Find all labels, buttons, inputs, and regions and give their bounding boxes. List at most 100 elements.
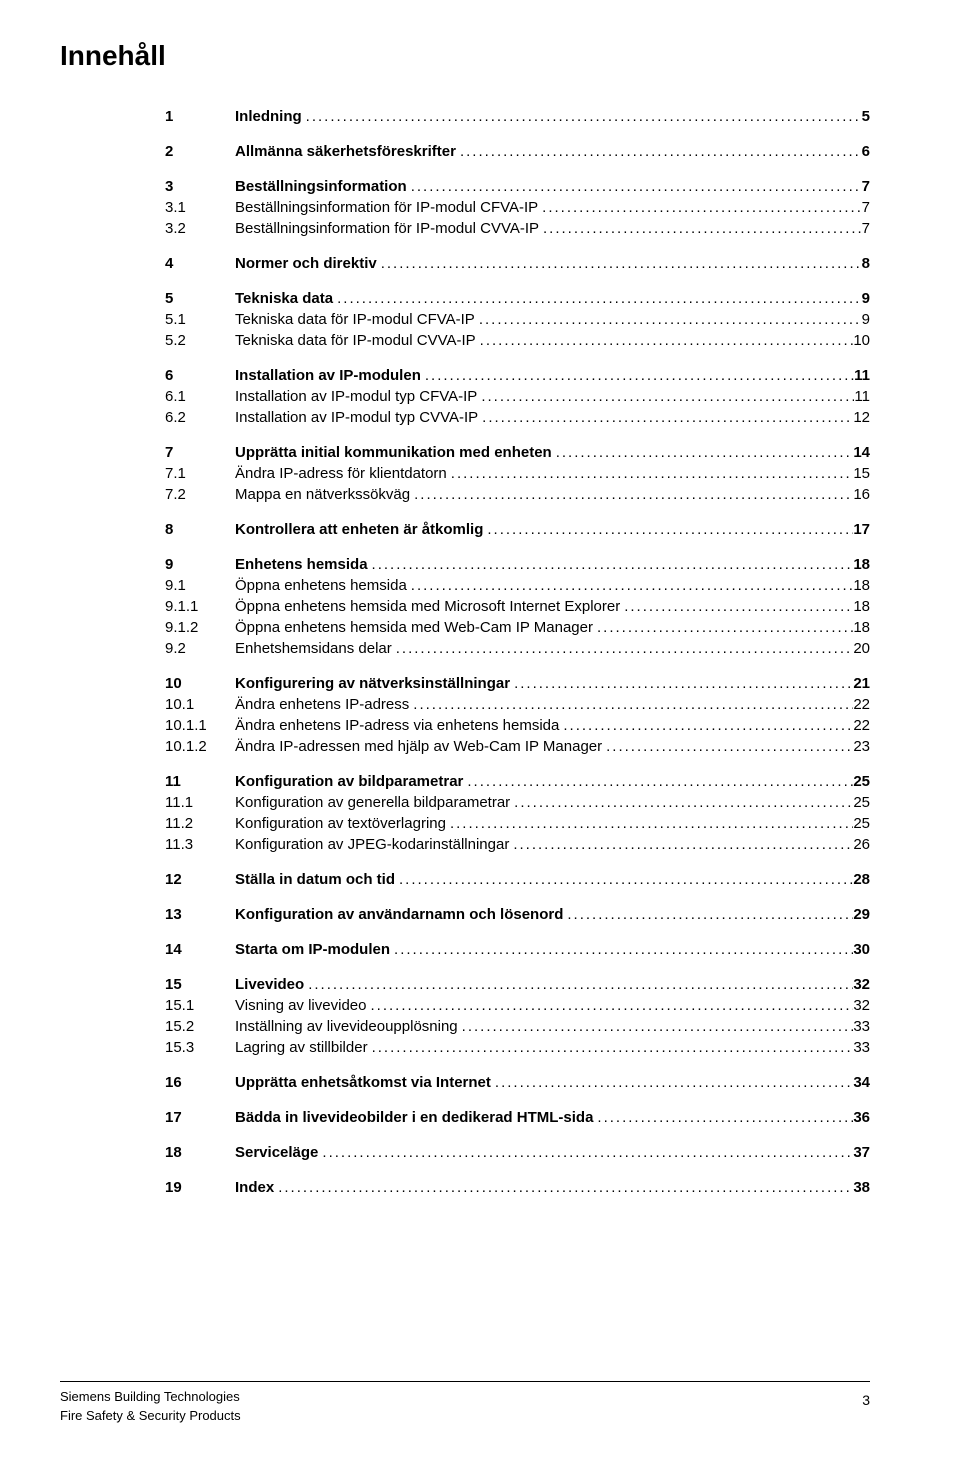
toc-leader-dots [410, 484, 853, 505]
toc-group: 1Inledning5 [165, 106, 870, 127]
toc-leader-dots [475, 309, 862, 330]
toc-number: 18 [165, 1142, 235, 1163]
toc-leader-dots [395, 869, 853, 890]
toc-label: Tekniska data [235, 288, 333, 309]
toc-leader-dots [447, 463, 854, 484]
toc-number: 15.2 [165, 1016, 235, 1037]
toc-group: 9Enhetens hemsida189.1Öppna enhetens hem… [165, 554, 870, 659]
toc-row: 19Index38 [165, 1177, 870, 1198]
toc-number: 8 [165, 519, 235, 540]
toc-label: Installation av IP-modul typ CFVA-IP [235, 386, 477, 407]
toc-row: 9.1Öppna enhetens hemsida18 [165, 575, 870, 596]
toc-number: 5.2 [165, 330, 235, 351]
toc-label: Upprätta enhetsåtkomst via Internet [235, 1072, 491, 1093]
toc-label: Inställning av livevideoupplösning [235, 1016, 458, 1037]
toc-label: Beställningsinformation [235, 176, 407, 197]
toc-page-number: 37 [853, 1142, 870, 1163]
toc-row: 6.1Installation av IP-modul typ CFVA-IP1… [165, 386, 870, 407]
toc-row: 5Tekniska data9 [165, 288, 870, 309]
toc-row: 15.1Visning av livevideo32 [165, 995, 870, 1016]
toc-page-number: 36 [853, 1107, 870, 1128]
toc-label: Konfiguration av textöverlagring [235, 813, 446, 834]
toc-leader-dots [620, 596, 853, 617]
toc-row: 7Upprätta initial kommunikation med enhe… [165, 442, 870, 463]
toc-leader-dots [458, 1016, 854, 1037]
toc-group: 19Index38 [165, 1177, 870, 1198]
toc-number: 6 [165, 365, 235, 386]
toc-label: Konfiguration av bildparametrar [235, 771, 463, 792]
toc-number: 6.2 [165, 407, 235, 428]
toc-page-number: 25 [853, 813, 870, 834]
toc-page-number: 33 [853, 1037, 870, 1058]
toc-label: Starta om IP-modulen [235, 939, 390, 960]
toc-row: 15.2Inställning av livevideoupplösning 33 [165, 1016, 870, 1037]
toc-row: 9.2Enhetshemsidans delar20 [165, 638, 870, 659]
toc-leader-dots [483, 519, 853, 540]
toc-page-number: 34 [853, 1072, 870, 1093]
toc-label: Konfiguration av JPEG-kodarinställningar [235, 834, 509, 855]
toc-page-number: 32 [853, 974, 870, 995]
toc-leader-dots [463, 771, 853, 792]
toc-number: 5.1 [165, 309, 235, 330]
toc-page-number: 5 [862, 106, 870, 127]
toc-leader-dots [510, 673, 853, 694]
toc-label: Tekniska data för IP-modul CFVA-IP [235, 309, 475, 330]
toc-number: 7.2 [165, 484, 235, 505]
toc-group: 3Beställningsinformation73.1Beställnings… [165, 176, 870, 239]
toc-label: Installation av IP-modul typ CVVA-IP [235, 407, 478, 428]
page-footer: Siemens Building Technologies Fire Safet… [60, 1381, 870, 1426]
toc-leader-dots [409, 694, 853, 715]
toc-row: 3.1Beställningsinformation för IP-modul … [165, 197, 870, 218]
toc-number: 10 [165, 673, 235, 694]
toc-number: 9 [165, 554, 235, 575]
toc-label: Öppna enhetens hemsida med Microsoft Int… [235, 596, 620, 617]
footer-page-number: 3 [862, 1388, 870, 1408]
toc-number: 7 [165, 442, 235, 463]
toc-leader-dots [368, 1037, 854, 1058]
toc-leader-dots [392, 638, 854, 659]
toc-leader-dots [593, 617, 853, 638]
toc-number: 3.1 [165, 197, 235, 218]
toc-number: 1 [165, 106, 235, 127]
toc-page-number: 21 [853, 673, 870, 694]
toc-number: 11.1 [165, 792, 235, 813]
toc-number: 9.1.2 [165, 617, 235, 638]
toc-row: 16Upprätta enhetsåtkomst via Internet34 [165, 1072, 870, 1093]
toc-page-number: 14 [853, 442, 870, 463]
toc-page-number: 8 [862, 253, 870, 274]
toc-leader-dots [407, 575, 854, 596]
toc-leader-dots [274, 1177, 853, 1198]
toc-row: 18Serviceläge37 [165, 1142, 870, 1163]
toc-page-number: 11 [854, 386, 870, 407]
toc-leader-dots [602, 736, 853, 757]
toc-label: Konfiguration av användarnamn och löseno… [235, 904, 563, 925]
toc-page-number: 25 [853, 792, 870, 813]
toc-row: 14Starta om IP-modulen30 [165, 939, 870, 960]
toc-page-number: 15 [853, 463, 870, 484]
toc-page-number: 7 [862, 218, 870, 239]
toc-row: 3Beställningsinformation7 [165, 176, 870, 197]
toc-leader-dots [366, 995, 853, 1016]
toc-leader-dots [446, 813, 853, 834]
toc-label: Kontrollera att enheten är åtkomlig [235, 519, 483, 540]
toc-leader-dots [539, 218, 862, 239]
toc-number: 9.2 [165, 638, 235, 659]
toc-row: 10.1.1Ändra enhetens IP-adress via enhet… [165, 715, 870, 736]
toc-row: 9.1.1Öppna enhetens hemsida med Microsof… [165, 596, 870, 617]
toc-row: 7.2Mappa en nätverkssökväg16 [165, 484, 870, 505]
toc-page-number: 26 [853, 834, 870, 855]
toc-page-number: 7 [862, 197, 870, 218]
toc-leader-dots [593, 1107, 853, 1128]
toc-group: 11Konfiguration av bildparametrar2511.1K… [165, 771, 870, 855]
toc-leader-dots [377, 253, 862, 274]
toc-label: Index [235, 1177, 274, 1198]
toc-row: 7.1Ändra IP-adress för klientdatorn15 [165, 463, 870, 484]
toc-label: Upprätta initial kommunikation med enhet… [235, 442, 552, 463]
toc-number: 3 [165, 176, 235, 197]
toc-row: 6Installation av IP-modulen11 [165, 365, 870, 386]
toc-leader-dots [477, 386, 854, 407]
toc-row: 11.2Konfiguration av textöverlagring25 [165, 813, 870, 834]
toc-page-number: 33 [853, 1016, 870, 1037]
toc-leader-dots [509, 834, 853, 855]
toc-leader-dots [318, 1142, 853, 1163]
